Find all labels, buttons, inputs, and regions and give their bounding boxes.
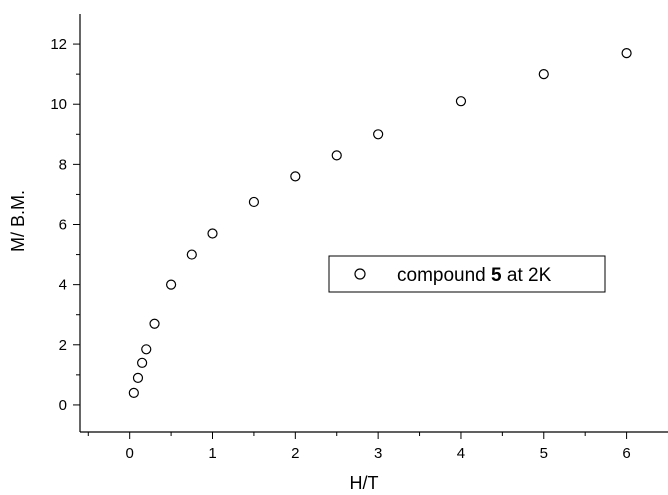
data-point (141, 344, 152, 355)
data-points (128, 47, 632, 399)
data-point (373, 129, 384, 140)
x-tick-label: 2 (291, 445, 299, 462)
legend-label-compound-number: 5 (491, 265, 502, 286)
x-tick-label: 4 (457, 445, 465, 462)
data-point (137, 357, 148, 368)
x-axis-title: H/T (350, 473, 379, 493)
data-point (132, 372, 144, 383)
y-axis-title: M/ B.M. (8, 190, 28, 252)
legend-label: compound 5 at 2K (397, 265, 552, 286)
legend: compound 5 at 2K (328, 255, 606, 293)
legend-label-suffix: at 2K (502, 265, 552, 286)
data-point (331, 150, 342, 161)
y-tick-label: 10 (50, 96, 67, 113)
data-point (207, 228, 218, 239)
x-tick-label: 0 (126, 445, 134, 462)
data-point (165, 279, 177, 290)
x-tick-label: 1 (208, 445, 216, 462)
data-point (290, 171, 301, 182)
data-point (149, 318, 160, 329)
legend-box (328, 255, 606, 293)
x-tick-label: 3 (374, 445, 382, 462)
data-point (186, 249, 197, 260)
x-tick-label: 5 (540, 445, 548, 462)
legend-marker (354, 268, 366, 280)
data-point (621, 47, 632, 59)
ticks (73, 43, 628, 439)
y-tick-label: 0 (59, 397, 67, 414)
x-tick-label: 6 (622, 445, 630, 462)
data-point (248, 196, 260, 208)
data-point (128, 387, 139, 399)
legend-label-prefix: compound (397, 265, 491, 286)
data-point (538, 69, 549, 80)
data-point (455, 96, 467, 107)
y-tick-label: 2 (59, 337, 67, 354)
y-tick-label: 4 (59, 277, 67, 294)
y-tick-label: 6 (59, 217, 67, 234)
y-tick-label: 8 (59, 156, 67, 173)
y-tick-label: 12 (50, 36, 67, 53)
axes (79, 14, 668, 433)
